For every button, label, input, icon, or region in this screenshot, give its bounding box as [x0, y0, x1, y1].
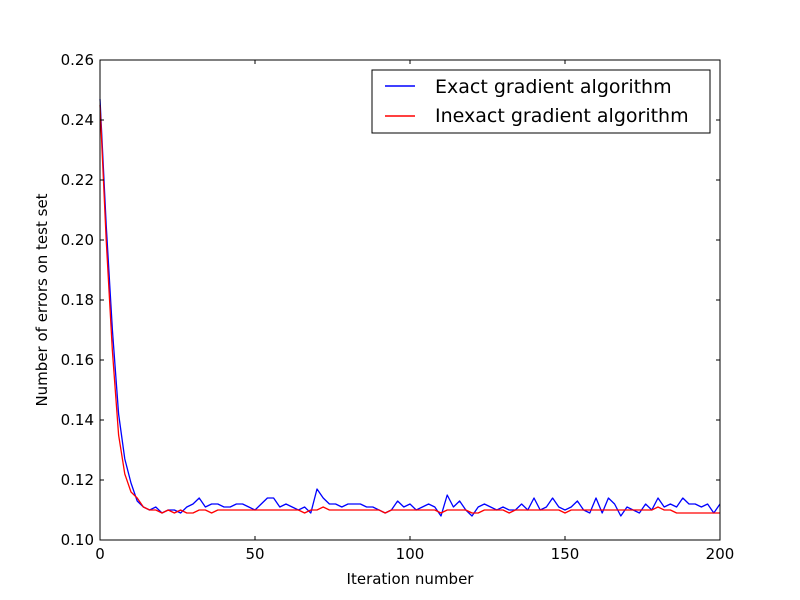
y-tick-label: 0.14 [61, 411, 94, 429]
series-line-exact [99, 98, 721, 517]
x-tick-label: 150 [551, 545, 580, 563]
y-tick-label: 0.12 [61, 471, 94, 489]
legend: Exact gradient algorithm Inexact gradien… [371, 69, 711, 134]
y-tick-label: 0.24 [61, 111, 94, 129]
legend-label-exact: Exact gradient algorithm [435, 76, 672, 98]
x-tick-label: 200 [706, 545, 735, 563]
axis-ticks [99, 59, 721, 541]
series-layer [99, 98, 721, 517]
y-tick-label: 0.26 [61, 51, 94, 69]
y-tick-label: 0.22 [61, 171, 94, 189]
y-tick-label: 0.18 [61, 291, 94, 309]
series-line-inexact [99, 104, 720, 514]
axis-tick-labels: 0 50 100 150 200 0.10 0.12 0.14 0.16 0.18 0.20 0.22… [61, 51, 735, 563]
x-axis-label: Iteration number [347, 570, 475, 588]
legend-box [371, 69, 711, 134]
x-tick-label: 0 [95, 545, 105, 563]
y-tick-label: 0.10 [61, 531, 94, 549]
y-axis-label: Number of errors on test set [33, 193, 51, 406]
legend-label-inexact: Inexact gradient algorithm [435, 105, 689, 127]
x-tick-label: 100 [396, 545, 425, 563]
y-tick-label: 0.20 [61, 231, 94, 249]
y-tick-label: 0.16 [61, 351, 94, 369]
x-tick-label: 50 [245, 545, 264, 563]
